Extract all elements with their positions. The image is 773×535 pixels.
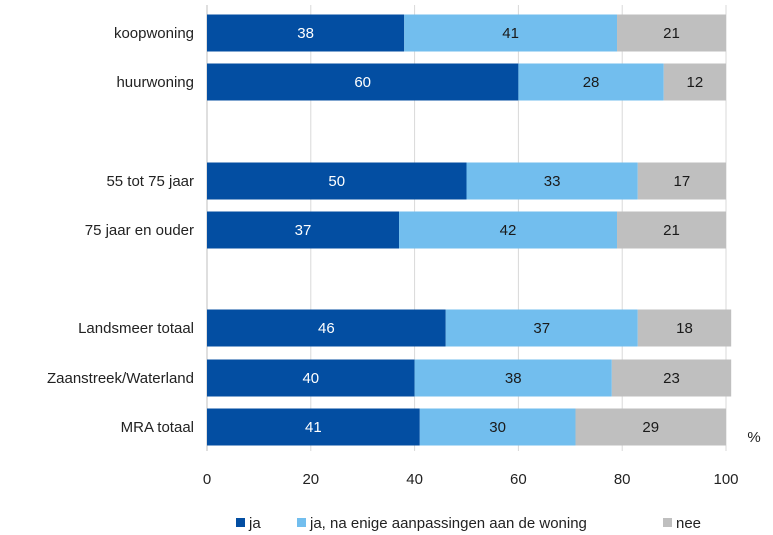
x-axis-unit-label: % [747,429,760,446]
category-label: Zaanstreek/Waterland [47,370,194,387]
data-label: 30 [489,419,506,436]
bar-segment [419,408,576,446]
bar-segment [207,211,400,249]
x-tick-label: 60 [510,471,527,488]
bar-segment [207,309,446,347]
data-label: 29 [642,419,659,436]
bar-segment [207,63,519,101]
bar-segment [404,14,618,52]
category-label: 55 tot 75 jaar [106,173,194,190]
x-tick-label: 20 [302,471,319,488]
data-label: 42 [500,222,517,239]
data-label: 33 [544,173,561,190]
x-tick-label: 40 [406,471,423,488]
bar-segment [399,211,618,249]
legend: ja ja, na enige aanpassingen aan de wonin… [236,515,701,532]
data-label: 37 [533,320,550,337]
data-label: 28 [583,74,600,91]
legend-swatch [297,518,306,527]
x-tick-label: 0 [203,471,211,488]
data-label: 12 [687,74,704,91]
bar-segment [518,63,664,101]
bar-segment [466,162,638,200]
legend-label: ja, na enige aanpassingen aan de woning [309,515,587,532]
legend-label: nee [676,515,701,532]
bar-segment [207,14,405,52]
data-label: 41 [305,419,322,436]
bar-segment [637,309,732,347]
data-label: 21 [663,25,680,42]
bar-segment [617,14,726,52]
bar-segment [575,408,726,446]
x-tick-label: 80 [614,471,631,488]
bars: 38 41 21 60 28 12 50 33 17 37 42 21 46 37 18 40 38 23 41 30… [207,14,732,446]
legend-label: ja [248,515,261,532]
data-label: 46 [318,320,335,337]
data-label: 17 [674,173,691,190]
data-label: 41 [502,25,519,42]
legend-swatch [236,518,245,527]
data-label: 18 [676,320,693,337]
data-label: 38 [505,370,522,387]
data-label: 38 [297,25,314,42]
x-tick-label: 100 [713,471,738,488]
x-axis-tick-labels: 0 20 40 60 80 100 [203,471,739,488]
category-label: huurwoning [116,74,194,91]
category-label: 75 jaar en ouder [85,222,194,239]
bar-segment [445,309,638,347]
legend-swatch [663,518,672,527]
category-label: Landsmeer totaal [78,320,194,337]
category-label: MRA totaal [121,419,194,436]
data-label: 21 [663,222,680,239]
bar-segment [207,162,467,200]
bar-segment [207,359,415,397]
bar-segment [663,63,726,101]
category-labels: koopwoning huurwoning 55 tot 75 jaar 75 jaa… [47,25,194,436]
category-label: koopwoning [114,25,194,42]
data-label: 50 [328,173,345,190]
data-label: 23 [663,370,680,387]
bar-segment [414,359,612,397]
data-label: 40 [302,370,319,387]
data-label: 60 [354,74,371,91]
data-label: 37 [295,222,312,239]
bar-segment [637,162,726,200]
bar-segment [611,359,732,397]
bar-segment [207,408,420,446]
bar-segment [617,211,726,249]
